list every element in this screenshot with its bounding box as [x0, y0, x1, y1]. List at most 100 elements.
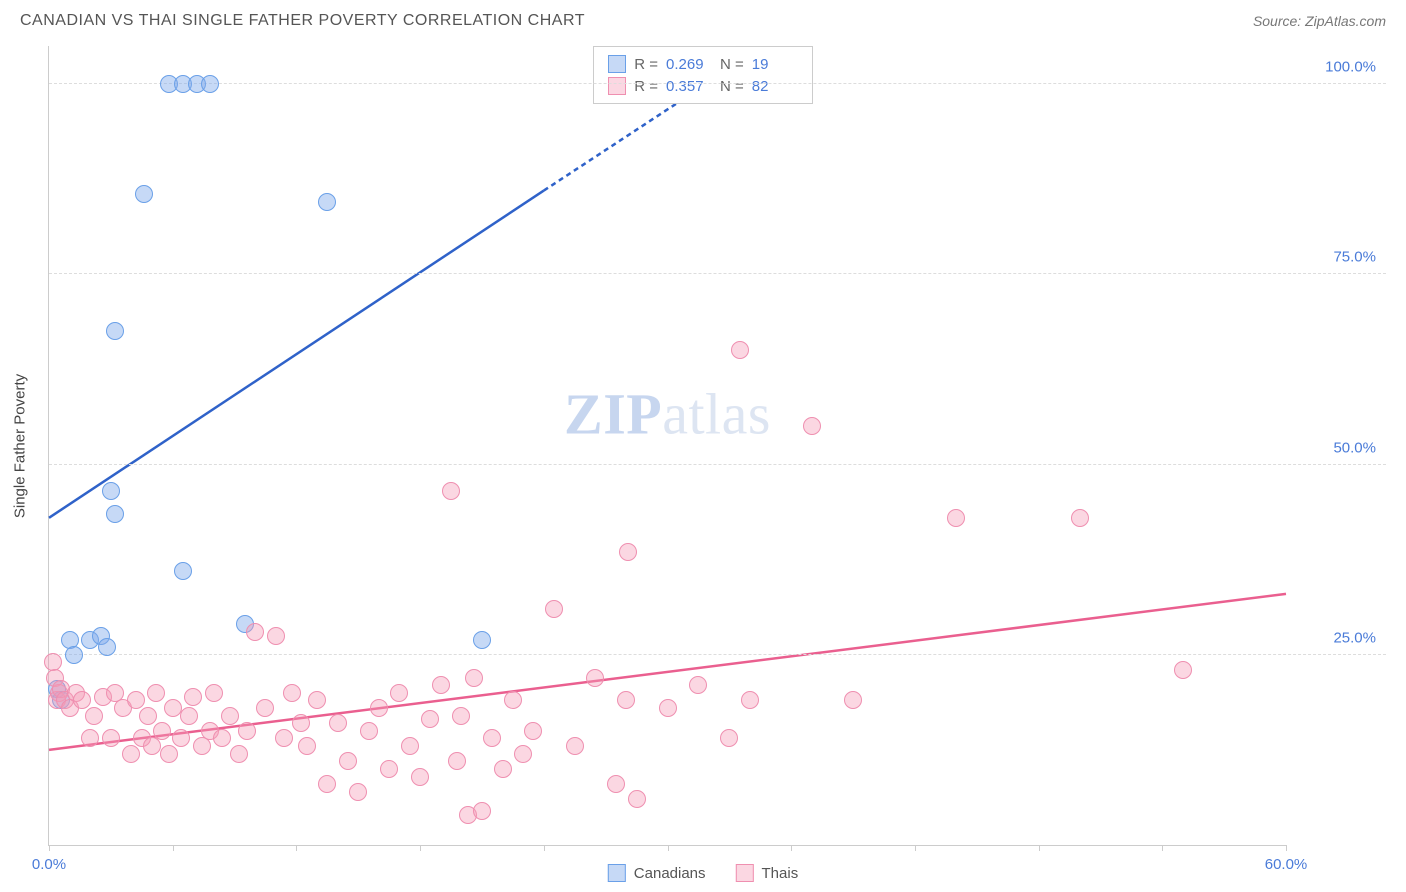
data-point: [483, 729, 501, 747]
gridline: [49, 464, 1386, 465]
data-point: [411, 768, 429, 786]
data-point: [628, 790, 646, 808]
r-value-thais: 0.357: [666, 78, 712, 95]
data-point: [803, 417, 821, 435]
chart-area: ZIPatlas R = 0.269 N = 19 R = 0.357 N = …: [48, 46, 1386, 846]
trend-lines-svg: [49, 46, 1286, 845]
data-point: [160, 745, 178, 763]
data-point: [106, 505, 124, 523]
data-point: [494, 760, 512, 778]
data-point: [283, 684, 301, 702]
data-point: [213, 729, 231, 747]
data-point: [73, 691, 91, 709]
data-point: [65, 646, 83, 664]
data-point: [230, 745, 248, 763]
data-point: [172, 729, 190, 747]
data-point: [659, 699, 677, 717]
data-point: [174, 562, 192, 580]
stats-row-canadians: R = 0.269 N = 19: [608, 53, 798, 75]
data-point: [465, 669, 483, 687]
data-point: [947, 509, 965, 527]
stats-row-thais: R = 0.357 N = 82: [608, 75, 798, 97]
data-point: [844, 691, 862, 709]
n-label: N =: [720, 78, 744, 95]
data-point: [205, 684, 223, 702]
data-point: [421, 710, 439, 728]
data-point: [545, 600, 563, 618]
data-point: [448, 752, 466, 770]
x-tick: [296, 845, 297, 851]
r-value-canadians: 0.269: [666, 56, 712, 73]
y-tick-label: 100.0%: [1296, 59, 1376, 76]
data-point: [135, 185, 153, 203]
n-label: N =: [720, 56, 744, 73]
x-tick: [1039, 845, 1040, 851]
data-point: [85, 707, 103, 725]
data-point: [106, 322, 124, 340]
data-point: [524, 722, 542, 740]
swatch-thais: [608, 77, 626, 95]
swatch-canadians: [608, 55, 626, 73]
source-attribution: Source: ZipAtlas.com: [1253, 13, 1386, 29]
data-point: [504, 691, 522, 709]
data-point: [514, 745, 532, 763]
data-point: [349, 783, 367, 801]
data-point: [329, 714, 347, 732]
data-point: [153, 722, 171, 740]
legend-swatch-canadians: [608, 864, 626, 882]
data-point: [143, 737, 161, 755]
data-point: [566, 737, 584, 755]
data-point: [139, 707, 157, 725]
legend-bottom: Canadians Thais: [608, 864, 798, 882]
correlation-stats-box: R = 0.269 N = 19 R = 0.357 N = 82: [593, 46, 813, 104]
data-point: [256, 699, 274, 717]
legend-item-canadians: Canadians: [608, 864, 706, 882]
legend-swatch-thais: [736, 864, 754, 882]
data-point: [452, 707, 470, 725]
data-point: [442, 482, 460, 500]
y-tick-label: 50.0%: [1296, 439, 1376, 456]
trend-line: [49, 594, 1286, 750]
data-point: [246, 623, 264, 641]
data-point: [370, 699, 388, 717]
data-point: [127, 691, 145, 709]
data-point: [275, 729, 293, 747]
legend-label-thais: Thais: [762, 865, 799, 882]
data-point: [102, 729, 120, 747]
data-point: [98, 638, 116, 656]
r-label: R =: [634, 78, 658, 95]
y-axis-title: Single Father Poverty: [12, 374, 29, 518]
legend-label-canadians: Canadians: [634, 865, 706, 882]
data-point: [689, 676, 707, 694]
data-point: [586, 669, 604, 687]
x-tick-label: 60.0%: [1265, 856, 1308, 873]
y-tick-label: 75.0%: [1296, 249, 1376, 266]
y-tick-label: 25.0%: [1296, 629, 1376, 646]
data-point: [617, 691, 635, 709]
trend-line: [49, 191, 544, 518]
data-point: [267, 627, 285, 645]
x-tick: [544, 845, 545, 851]
data-point: [390, 684, 408, 702]
x-tick: [420, 845, 421, 851]
n-value-canadians: 19: [752, 56, 798, 73]
n-value-thais: 82: [752, 78, 798, 95]
data-point: [619, 543, 637, 561]
data-point: [1071, 509, 1089, 527]
x-tick-label: 0.0%: [32, 856, 66, 873]
data-point: [180, 707, 198, 725]
data-point: [741, 691, 759, 709]
data-point: [164, 699, 182, 717]
gridline: [49, 83, 1386, 84]
data-point: [432, 676, 450, 694]
plot-area: ZIPatlas R = 0.269 N = 19 R = 0.357 N = …: [48, 46, 1286, 846]
data-point: [238, 722, 256, 740]
data-point: [318, 193, 336, 211]
chart-title: CANADIAN VS THAI SINGLE FATHER POVERTY C…: [20, 12, 585, 30]
data-point: [720, 729, 738, 747]
x-tick: [1162, 845, 1163, 851]
data-point: [360, 722, 378, 740]
x-tick: [915, 845, 916, 851]
data-point: [184, 688, 202, 706]
x-tick: [668, 845, 669, 851]
